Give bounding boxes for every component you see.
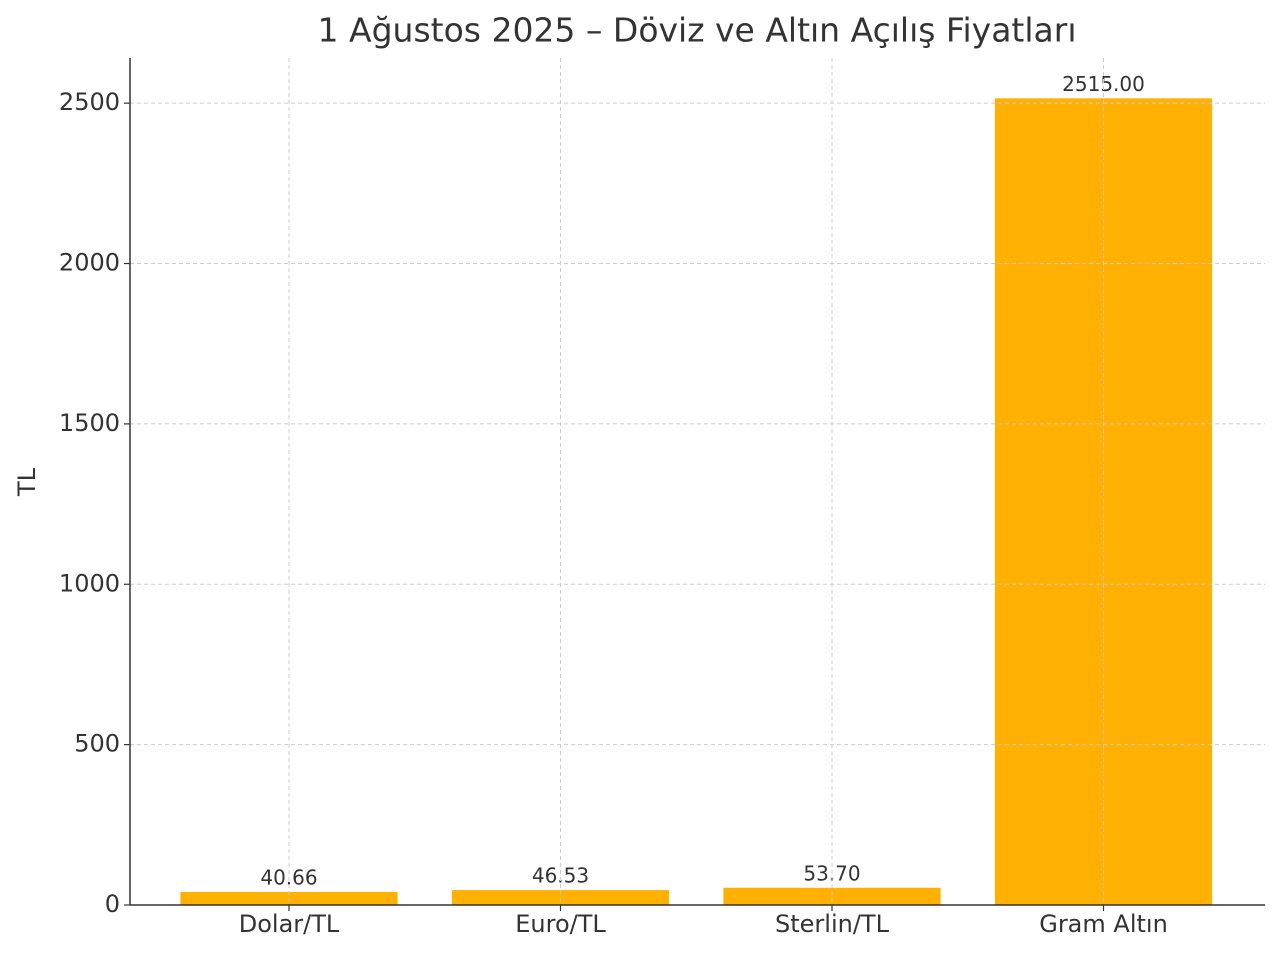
- bar: [723, 887, 941, 905]
- y-tick-label: 1500: [59, 409, 120, 437]
- y-tick-label: 2500: [59, 88, 120, 116]
- x-tick-label: Sterlin/TL: [775, 910, 890, 938]
- x-tick-label: Dolar/TL: [239, 910, 340, 938]
- chart-title: 1 Ağustos 2025 – Döviz ve Altın Açılış F…: [318, 11, 1077, 50]
- y-tick-label: 1000: [59, 569, 120, 597]
- y-tick-label: 500: [74, 730, 120, 758]
- y-tick-label: 0: [105, 890, 120, 918]
- y-axis-label: TL: [13, 467, 41, 497]
- x-tick-label: Gram Altın: [1039, 910, 1168, 938]
- bar: [451, 890, 670, 905]
- value-label: 46.53: [532, 864, 589, 888]
- x-tick-label: Euro/TL: [515, 910, 606, 938]
- y-tick-label: 2000: [59, 249, 120, 277]
